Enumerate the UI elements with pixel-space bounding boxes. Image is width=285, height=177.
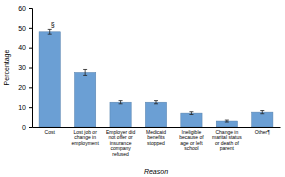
error-bar — [189, 112, 193, 115]
bar — [75, 72, 96, 127]
error-bar-cap — [225, 122, 229, 123]
error-bar-stem — [262, 111, 263, 114]
y-tick-mark — [29, 87, 32, 88]
bar — [216, 121, 237, 127]
error-bar — [83, 69, 87, 75]
x-tick-label-line: school — [184, 145, 198, 151]
y-tick: 40 — [18, 44, 32, 51]
bar — [181, 113, 202, 127]
x-tick: Cost — [45, 129, 56, 135]
x-tick: Medicaidbenefitsstopped — [146, 129, 166, 146]
y-tick-label: 40 — [18, 44, 26, 51]
x-tick-label: Cost — [45, 129, 56, 135]
y-tick-label: 50 — [18, 25, 26, 32]
error-bar — [119, 101, 123, 104]
x-tick-label: Ineligiblebecause ofage or leftschool — [179, 129, 204, 152]
y-tick: 60 — [18, 5, 32, 12]
x-tick-label: Change inmarital statusor death ofparent — [212, 129, 242, 152]
x-tick-label-line: employment — [72, 140, 100, 146]
bar — [110, 102, 131, 127]
x-tick-label: Other¶ — [255, 129, 271, 135]
y-tick-label: 10 — [18, 104, 26, 111]
error-bar-cap — [154, 100, 158, 101]
error-bar-cap — [189, 111, 193, 112]
error-bar-cap — [48, 34, 52, 35]
x-axis: Cost Lost job orchange inemployment Employ… — [33, 128, 281, 157]
y-tick-mark — [29, 68, 32, 69]
x-tick: Employer didnot offer orinsurancecompany… — [106, 129, 135, 157]
y-tick: 50 — [18, 25, 32, 32]
y-axis: 0 10 20 30 40 50 60 — [18, 5, 32, 131]
error-bar-stem — [191, 112, 192, 115]
y-tick-mark — [29, 127, 32, 128]
error-bar-cap — [260, 110, 264, 111]
x-tick: Ineligiblebecause ofage or leftschool — [179, 129, 204, 152]
x-tick-label-line: refused — [112, 151, 129, 157]
error-bar-cap — [225, 120, 229, 121]
error-bar-cap — [119, 100, 123, 101]
bar — [39, 32, 60, 127]
error-bar-cap — [83, 69, 87, 70]
error-bar-cap — [119, 103, 123, 104]
x-tick-label-line: Other¶ — [255, 129, 271, 135]
y-tick-mark — [29, 28, 32, 29]
x-axis-title: Reason — [144, 168, 168, 175]
error-bar-stem — [85, 69, 86, 75]
y-axis-line — [29, 9, 33, 128]
x-tick-label-line: Cost — [45, 129, 56, 135]
x-tick: Lost job orchange inemployment — [72, 129, 100, 146]
y-tick-label: 30 — [18, 64, 26, 71]
error-bar-stem — [156, 101, 157, 104]
bars — [39, 29, 273, 127]
error-bar-cap — [260, 113, 264, 114]
error-bar-cap — [83, 75, 87, 76]
error-bar — [260, 111, 264, 114]
chart: 0 10 20 30 40 50 60 Cost Lost job orchange inemp… — [0, 0, 285, 177]
x-tick-label: Medicaidbenefitsstopped — [146, 129, 166, 146]
x-tick-label-line: stopped — [147, 140, 165, 146]
plot: 0 10 20 30 40 50 60 Cost Lost job orchange inemp… — [18, 5, 280, 157]
error-bar-stem — [120, 101, 121, 104]
error-bar — [48, 29, 52, 34]
bar — [252, 112, 273, 127]
y-tick-mark — [29, 48, 32, 49]
y-tick-label: 20 — [18, 84, 26, 91]
y-tick: 0 — [22, 124, 32, 131]
y-tick: 30 — [18, 64, 32, 71]
error-bar-cap — [154, 103, 158, 104]
bar — [145, 102, 166, 127]
y-tick-mark — [29, 8, 32, 9]
error-bar-cap — [48, 29, 52, 30]
y-tick: 10 — [18, 104, 32, 111]
y-tick-mark — [29, 107, 32, 108]
error-bar-stem — [49, 29, 50, 34]
x-tick-label: Lost job orchange inemployment — [72, 129, 100, 146]
x-tick-label: Employer didnot offer orinsurancecompany… — [106, 129, 135, 157]
error-bar — [225, 120, 229, 122]
error-bar-cap — [189, 114, 193, 115]
annotation: § — [51, 21, 55, 28]
y-tick-label: 0 — [22, 124, 26, 131]
y-tick-label: 60 — [18, 5, 26, 12]
y-axis-title: Percentage — [3, 49, 11, 85]
error-bar — [154, 101, 158, 104]
x-tick-label-line: parent — [220, 145, 235, 151]
x-tick: Other¶ — [255, 129, 271, 135]
y-tick: 20 — [18, 84, 32, 91]
x-tick: Change inmarital statusor death ofparent — [212, 129, 242, 152]
